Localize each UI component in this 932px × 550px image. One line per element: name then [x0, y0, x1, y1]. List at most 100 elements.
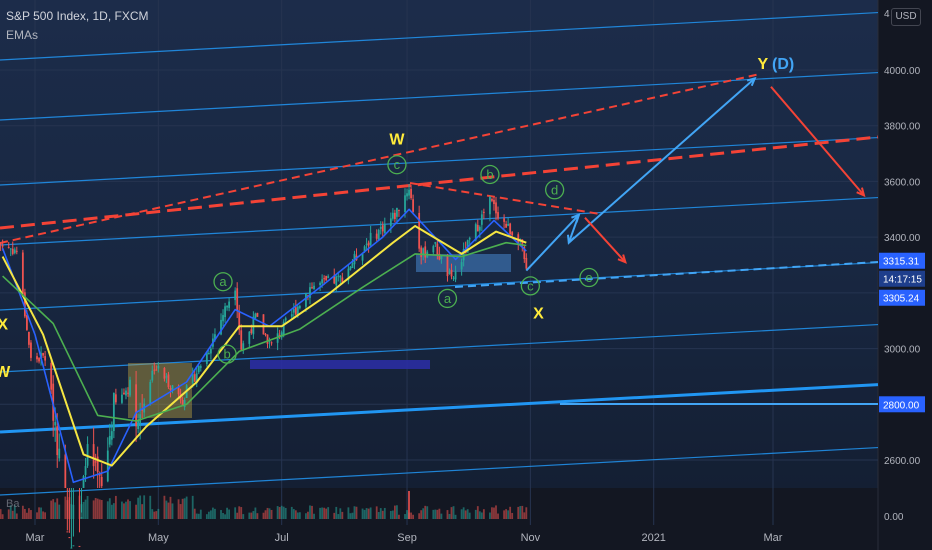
- candle-body: [199, 366, 202, 368]
- candle-body: [177, 386, 180, 395]
- volume-bar: [108, 498, 111, 519]
- volume-bar: [110, 504, 113, 519]
- wave-label-d: d: [551, 182, 558, 197]
- volume-bar: [153, 511, 156, 519]
- volume-bar: [52, 499, 55, 519]
- channel-line: [0, 11, 879, 61]
- channel-line: [0, 323, 879, 373]
- candle-body: [298, 305, 301, 309]
- volume-bar: [139, 495, 142, 519]
- candle-body: [78, 545, 81, 547]
- volume-bar: [224, 514, 226, 519]
- candle-body: [460, 262, 463, 270]
- volume-bar: [298, 512, 301, 519]
- candle-body: [80, 517, 83, 519]
- x-tick-label: Sep: [397, 532, 417, 544]
- candle-body: [262, 314, 265, 335]
- candle-body: [420, 247, 423, 257]
- candle-body: [363, 246, 366, 252]
- volume-bar: [278, 507, 281, 519]
- volume-bar: [280, 505, 283, 519]
- wave-label-circle: [544, 180, 565, 200]
- time-axis: [0, 525, 878, 550]
- candle-body: [424, 246, 427, 258]
- candle-body: [0, 242, 2, 245]
- volume-bar: [296, 512, 299, 519]
- candle-body: [70, 547, 73, 549]
- volume-bar: [517, 506, 520, 519]
- candle-body: [493, 199, 495, 205]
- volume-bar: [266, 507, 269, 519]
- volume-bar: [141, 504, 144, 519]
- volume-bar: [466, 509, 469, 519]
- candle-body: [167, 374, 170, 388]
- volume-bar: [254, 507, 257, 519]
- candle-body: [110, 431, 113, 440]
- candle-body: [294, 307, 297, 315]
- candle-body: [163, 368, 166, 379]
- volume-bar: [319, 507, 321, 519]
- candle-body: [377, 229, 380, 240]
- volume-bar: [264, 510, 267, 519]
- volume-bar: [398, 514, 400, 519]
- wave-label-circle: [520, 276, 541, 296]
- volume-bar: [222, 512, 224, 519]
- candle-body: [236, 288, 239, 312]
- candle-body: [96, 456, 99, 473]
- volume-bar: [177, 499, 180, 519]
- candle-body: [404, 195, 406, 212]
- wave-label-circle: [579, 267, 599, 288]
- x-tick-label: Nov: [521, 532, 541, 544]
- candle-body: [129, 379, 131, 396]
- volume-bar: [58, 504, 61, 519]
- candle-body: [450, 269, 453, 277]
- candle-body: [391, 212, 394, 219]
- volume-bar: [15, 513, 18, 519]
- volume-bar: [339, 508, 342, 519]
- volume-bar: [106, 501, 109, 519]
- candle-body: [238, 311, 241, 330]
- volume-bar: [493, 507, 495, 519]
- volume-bar: [236, 512, 239, 519]
- volume-bar: [199, 509, 202, 519]
- volume-bar: [464, 510, 467, 519]
- volume-bar: [169, 496, 172, 519]
- volume-bar: [167, 502, 170, 519]
- candle-body: [250, 329, 253, 333]
- candle-body: [157, 365, 160, 369]
- candle-body: [112, 392, 115, 431]
- currency-badge[interactable]: USD: [891, 8, 921, 26]
- volume-bar: [86, 496, 89, 519]
- candle-body: [284, 318, 287, 321]
- blue-dashed-support-line: [454, 261, 879, 288]
- candle-body: [149, 382, 152, 405]
- volume-bar: [519, 506, 522, 519]
- candle-body: [505, 223, 508, 228]
- volume-bar: [9, 505, 12, 519]
- candle-body: [58, 448, 61, 459]
- candle-body: [36, 356, 38, 360]
- candle-body: [523, 246, 526, 260]
- volume-bar: [250, 512, 253, 519]
- candle-body: [234, 290, 237, 301]
- candle-body: [383, 223, 386, 233]
- wave-label-circle: [217, 344, 237, 364]
- candle-body: [412, 199, 414, 212]
- volume-bar: [495, 505, 497, 519]
- blue-projection-segment: [567, 214, 580, 244]
- candle-body: [489, 196, 491, 215]
- volume-bar: [396, 505, 398, 519]
- volume-bar: [305, 513, 307, 519]
- volume-bar: [94, 497, 97, 519]
- volume-bar: [157, 508, 160, 519]
- candle-body: [23, 292, 26, 317]
- volume-bar: [353, 506, 356, 519]
- wave-label-circle: [213, 272, 233, 292]
- volume-bar: [482, 509, 485, 519]
- candle-body: [525, 257, 528, 269]
- volume-bar: [337, 514, 340, 519]
- wave-label-X: X: [0, 317, 8, 334]
- candle-body: [165, 376, 168, 378]
